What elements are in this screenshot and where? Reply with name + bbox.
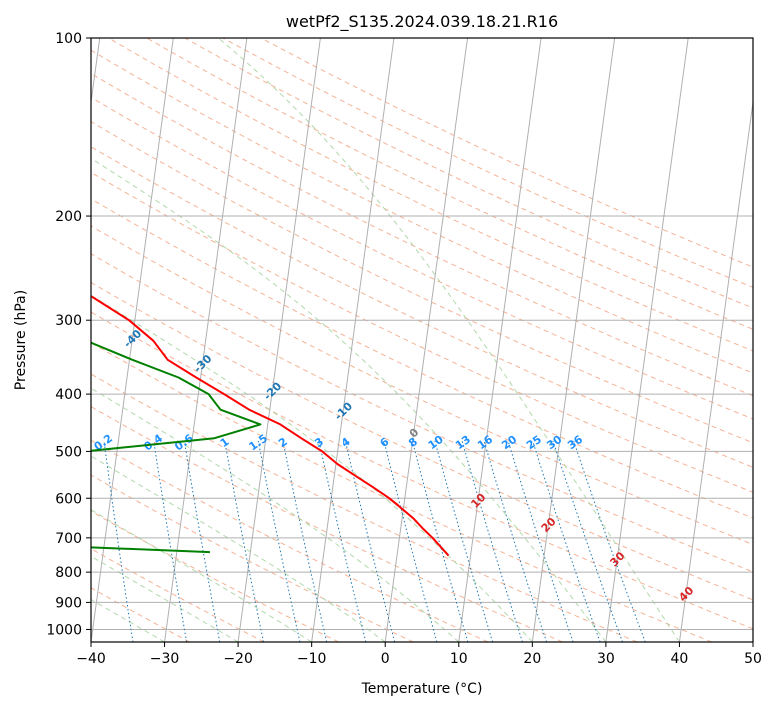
mixing-ratio-line	[318, 440, 367, 642]
mixing-ratio-line	[573, 440, 646, 642]
x-axis-ticks: −40 −30 −20 −10 0 10 20 30 40 50	[76, 642, 762, 667]
mixing-ratio-line	[153, 440, 188, 642]
moist-adiabat	[91, 555, 239, 642]
dry-adiabat	[91, 439, 489, 642]
y-tick-label: 300	[55, 313, 82, 329]
mixing-ratio-line	[282, 440, 328, 642]
dry-adiabat	[184, 38, 753, 309]
y-tick-label: 400	[55, 387, 82, 403]
mixing-ratio-line	[434, 440, 494, 642]
y-tick-label: 500	[55, 444, 82, 460]
dry-adiabat	[91, 373, 638, 642]
y-tick-label: 200	[55, 209, 82, 225]
plot-area	[91, 38, 753, 642]
y-tick-label: 1000	[46, 622, 82, 638]
plot-frame	[90, 37, 754, 643]
isotherm	[91, 38, 101, 106]
x-tick-label: −20	[223, 651, 253, 667]
isotherm	[458, 38, 542, 642]
y-axis-ticks: 100 200 300 400 500 600 700 800 900 1000	[46, 31, 91, 638]
mixing-ratio-line	[461, 440, 523, 642]
moist-adiabat	[91, 455, 386, 642]
x-tick-label: 0	[381, 651, 390, 667]
y-tick-label: 600	[55, 491, 82, 507]
dry-adiabat	[91, 405, 563, 642]
moist-adiabat	[91, 598, 165, 642]
y-tick-label: 800	[55, 565, 82, 581]
x-tick-label: 10	[450, 651, 468, 667]
mixing-ratio-line	[224, 440, 264, 642]
isotherm	[384, 38, 469, 642]
temperature-profile	[91, 295, 450, 557]
dry-adiabat	[91, 198, 753, 519]
dry-adiabat	[91, 311, 753, 630]
mixing-ratio-line	[552, 440, 624, 642]
y-tick-label: 900	[55, 595, 82, 611]
isotherm	[237, 38, 321, 642]
isotherm	[752, 638, 753, 642]
mixing-ratio-line	[257, 440, 301, 642]
isotherm	[91, 38, 174, 642]
x-tick-label: 30	[597, 651, 615, 667]
isotherm	[605, 38, 689, 642]
x-tick-label: 40	[671, 651, 689, 667]
dry-adiabat	[91, 548, 265, 642]
y-tick-label: 100	[55, 31, 82, 47]
profile-lines	[91, 295, 450, 557]
isotherm	[311, 38, 395, 642]
x-tick-label: 20	[523, 651, 541, 667]
dry-adiabat	[108, 38, 753, 352]
dry-adiabat	[91, 342, 712, 642]
isotherm-annotation: -60	[0, 247, 8, 270]
x-axis-label: Temperature (°C)	[361, 681, 483, 697]
dry-adiabat	[91, 146, 753, 468]
mixing-ratio-line	[103, 440, 134, 642]
mixing-ratio-line	[183, 440, 221, 642]
isotherm	[164, 38, 248, 642]
moist-adiabat	[217, 38, 680, 642]
moist-adiabat	[91, 294, 533, 642]
y-axis-label: Pressure (hPa)	[13, 290, 29, 390]
x-tick-label: −30	[150, 651, 180, 667]
dry-adiabat	[91, 49, 753, 374]
mixing-ratio-line	[344, 440, 396, 642]
background-lines	[91, 38, 753, 642]
isotherm-annotation: -50	[53, 286, 76, 309]
isotherm	[531, 38, 616, 642]
x-tick-label: 50	[744, 651, 762, 667]
isotherm	[678, 98, 753, 642]
chart-title: wetPf2_S135.2024.039.18.21.R16	[286, 12, 558, 32]
x-tick-label: −40	[76, 651, 106, 667]
x-tick-label: −10	[297, 651, 327, 667]
mixing-ratio-line	[383, 440, 438, 642]
y-tick-label: 700	[55, 531, 82, 547]
dry-adiabat	[91, 510, 340, 642]
moist-adiabat	[91, 387, 460, 642]
dry-adiabat	[91, 225, 753, 546]
mixing-ratio-line	[411, 440, 469, 642]
mixing-ratio-line	[483, 440, 548, 642]
